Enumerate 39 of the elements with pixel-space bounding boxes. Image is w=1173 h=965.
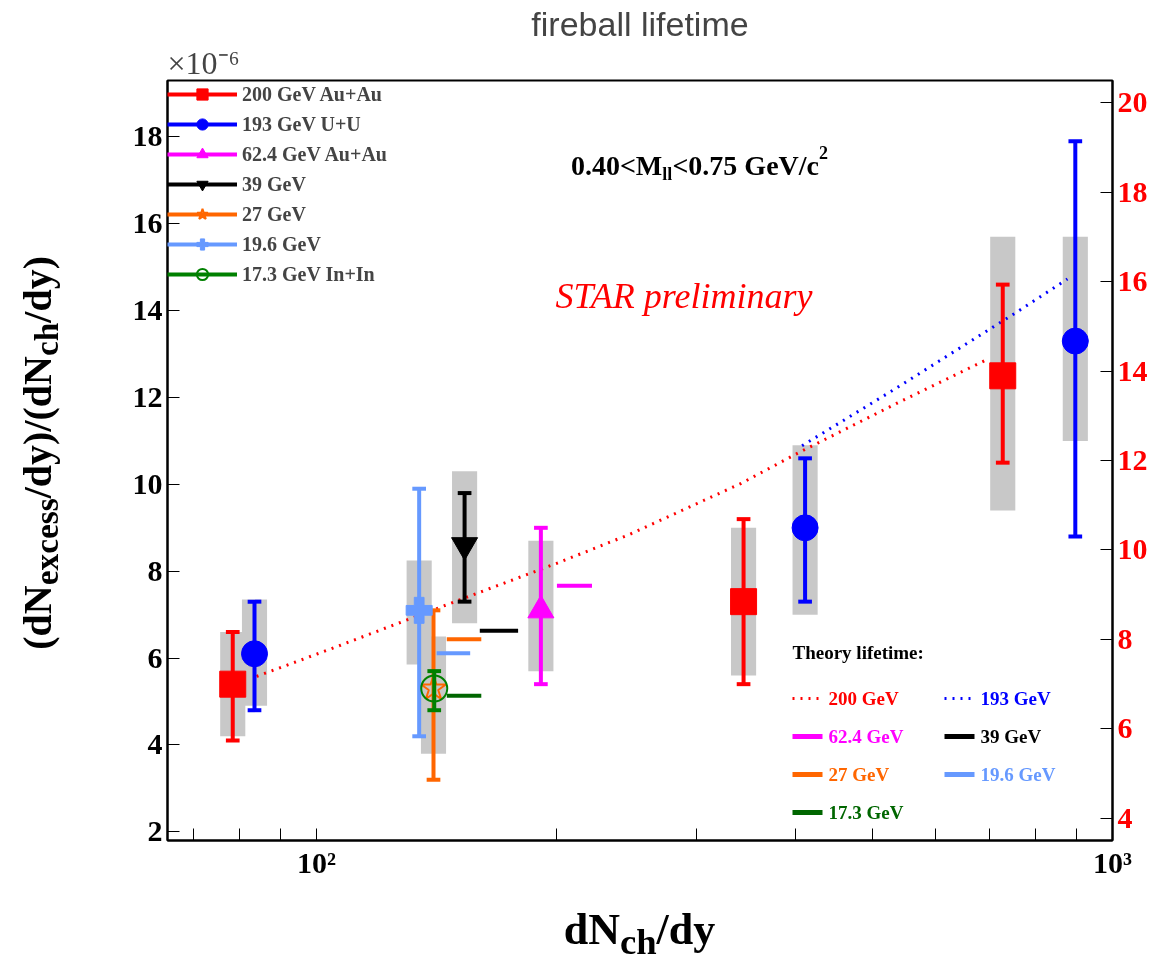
y2-tick-label: 16 [1117,264,1148,298]
legend-label: 62.4 GeV [828,726,904,747]
legend-label: 27 GeV [242,201,306,227]
x-tick-label: 10² [296,845,336,879]
y-tick-label: 6 [147,640,163,674]
x-tick-label: 10³ [1093,845,1132,879]
y2-tick-label: 20 [1117,85,1148,119]
x-axis-title: dN$_{ch}$/dy [562,905,717,964]
y-tick-label: 2 [147,814,163,848]
legend-label: 39 GeV [242,171,306,197]
y2-tick-label: 14 [1117,353,1148,387]
y2-tick-label: 18 [1117,174,1148,208]
y-tick-label: 14 [132,293,163,327]
y-tick-label: 8 [147,553,163,587]
y-tick-label: 4 [147,727,163,761]
y2-tick-label: 4 [1117,800,1133,834]
y2-tick-label: 12 [1117,443,1148,476]
legend-label: 27 GeV [828,764,890,785]
annotation: ×10⁻⁶ [167,44,240,81]
chart-title: fireball lifetime [531,4,749,43]
legend-label: 39 GeV [980,726,1042,747]
legend-label: 17.3 GeV In+In [242,261,375,287]
y-tick-label: 12 [132,380,163,414]
y-tick-label: 18 [132,119,163,153]
legend-label: 19.6 GeV [242,231,321,257]
y-tick-label: 16 [132,206,163,240]
y2-tick-label: 8 [1117,621,1133,655]
legend-label: 193 GeV U+U [242,111,361,137]
annotation: STAR preliminary [555,275,813,316]
legend-label: 19.6 GeV [980,764,1056,785]
y2-tick-label: 6 [1117,711,1133,745]
legend-label: 17.3 GeV [828,802,904,823]
legend-label: 193 GeV [980,688,1051,709]
legend-label: 62.4 GeV Au+Au [242,141,387,167]
legend-title: Theory lifetime: [792,641,924,663]
y-tick-label: 10 [132,466,163,500]
legend-label: 200 GeV Au+Au [242,81,382,107]
legend-label: 200 GeV [828,688,899,709]
y2-tick-label: 10 [1117,532,1148,566]
